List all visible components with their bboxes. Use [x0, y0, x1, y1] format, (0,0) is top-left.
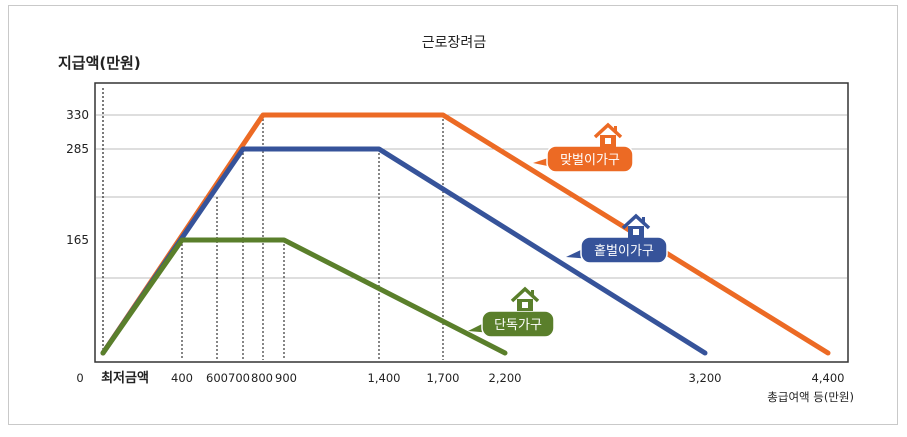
x-tick-label: 400 [171, 371, 193, 385]
x-axis-label: 총급여액 등(만원) [767, 390, 854, 404]
house-icon [593, 122, 623, 147]
series-label-text: 단독가구 [494, 318, 542, 333]
x-tick-label: 1,700 [427, 371, 460, 385]
x-tick-label: 4,400 [812, 371, 845, 385]
y-tick-label: 330 [66, 108, 89, 122]
series-line [100, 237, 508, 356]
x-tick-label: 최저금액 [101, 371, 149, 386]
gridlines [96, 114, 847, 279]
label-bubble [580, 236, 668, 264]
x-tick-label: 900 [275, 371, 297, 385]
y-axis-label: 지급액(만원) [58, 54, 141, 72]
y-tick-label: 165 [66, 233, 89, 247]
house-icon [621, 213, 651, 238]
x-tick-label: 600 [206, 371, 228, 385]
chart-title: 근로장려금 [422, 35, 487, 51]
series-label: 단독가구 [468, 286, 555, 338]
series-label: 홑벌이가구 [566, 213, 668, 264]
x-tick-label: 700 [228, 371, 250, 385]
x-tick-label: 3,200 [689, 371, 722, 385]
house-icon [510, 286, 540, 311]
series-label: 맞벌이가구 [533, 122, 634, 173]
series-label-text: 홑벌이가구 [594, 244, 654, 259]
y-tick-label: 285 [66, 142, 89, 156]
series-label-text: 맞벌이가구 [560, 153, 620, 168]
y-tick-labels: 330 285 165 [66, 108, 89, 247]
plot-area [94, 82, 849, 363]
x-tick-label: 2,200 [489, 371, 522, 385]
label-bubble [546, 145, 634, 173]
x-tick-label: 800 [251, 371, 273, 385]
x-tick-label: 1,400 [368, 371, 401, 385]
x-tick-label: 0 [76, 371, 83, 385]
x-tick-labels: 0 최저금액 400 600 700 800 900 1,400 1,700 2,200 3,200… [76, 371, 844, 386]
